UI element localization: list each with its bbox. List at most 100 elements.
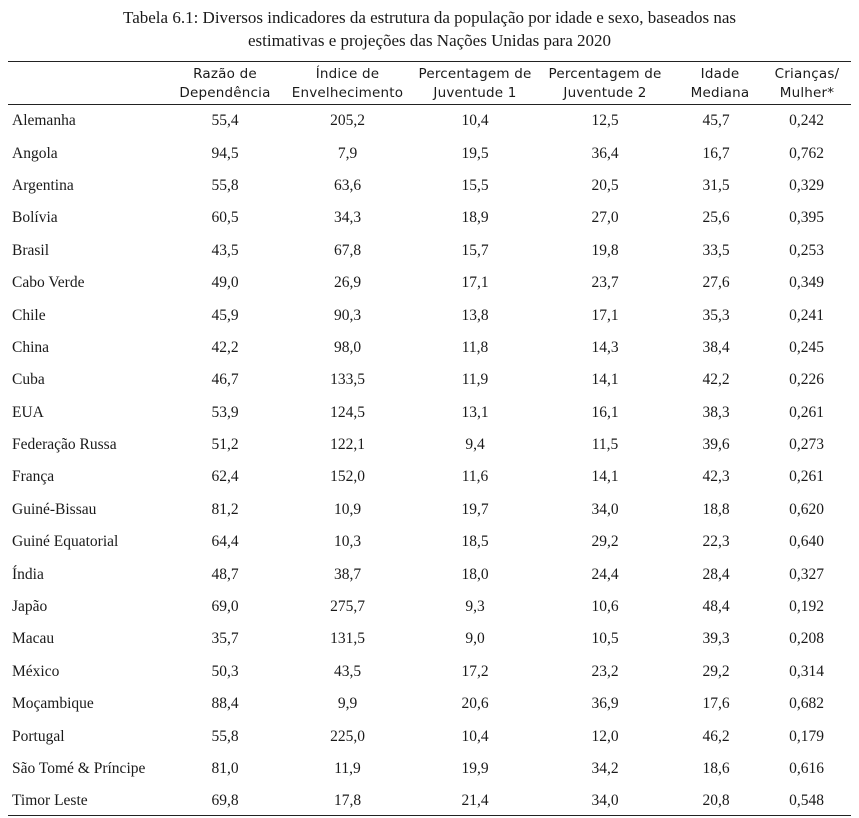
country-cell: Bolívia: [12, 209, 58, 227]
country-cell: Cabo Verde: [12, 274, 85, 292]
percentagem-juventude-2-cell: 12,0: [591, 727, 619, 745]
idade-mediana-cell: 22,3: [702, 533, 730, 551]
country-cell: Alemanha: [12, 112, 76, 130]
column-header-line-2: Envelhecimento: [291, 85, 404, 101]
table-row: Cabo Verde 49,0 26,9 17,1 23,7 27,6 0,349: [8, 267, 851, 299]
criancas-mulher-cell: 0,682: [789, 695, 824, 713]
razao-dependencia-cell: 55,4: [211, 112, 239, 130]
percentagem-juventude-2-cell: 12,5: [591, 112, 619, 130]
idade-mediana-cell: 39,3: [702, 630, 730, 648]
percentagem-juventude-2-cell: 10,5: [591, 630, 619, 648]
country-cell: China: [12, 338, 50, 356]
country-cell: Japão: [12, 598, 48, 616]
country-cell: Índia: [12, 565, 44, 583]
razao-dependencia-cell: 53,9: [211, 403, 239, 421]
criancas-mulher-cell: 0,548: [789, 792, 824, 810]
indice-envelhecimento-cell: 90,3: [333, 306, 362, 324]
table-row: França 62,4 152,0 11,6 14,1 42,3 0,261: [8, 461, 851, 493]
criancas-mulher-cell: 0,241: [789, 306, 824, 324]
percentagem-juventude-1-cell: 10,4: [461, 112, 489, 130]
razao-dependencia-cell: 42,2: [211, 338, 239, 356]
razao-dependencia-cell: 43,5: [211, 241, 239, 259]
razao-dependencia-cell: 50,3: [211, 662, 239, 680]
top-rule: [8, 61, 851, 62]
country-cell: Moçambique: [12, 695, 94, 713]
idade-mediana-cell: 31,5: [702, 176, 730, 194]
criancas-mulher-cell: 0,179: [789, 727, 824, 745]
razao-dependencia-cell: 88,4: [211, 695, 239, 713]
percentagem-juventude-1-cell: 17,1: [461, 274, 489, 292]
razao-dependencia-cell: 81,2: [211, 500, 239, 518]
country-cell: Cuba: [12, 371, 45, 389]
percentagem-juventude-1-cell: 18,9: [461, 209, 489, 227]
table-row: Angola 94,5 7,9 19,5 36,4 16,7 0,762: [8, 137, 851, 169]
column-header-percentagem-juventude-1: Percentagem de Juventude 1: [410, 65, 540, 103]
idade-mediana-cell: 28,4: [702, 565, 730, 583]
country-cell: Timor Leste: [12, 792, 88, 810]
idade-mediana-cell: 18,8: [702, 500, 730, 518]
razao-dependencia-cell: 55,8: [211, 176, 239, 194]
percentagem-juventude-1-cell: 15,7: [461, 241, 489, 259]
percentagem-juventude-2-cell: 10,6: [591, 598, 619, 616]
criancas-mulher-cell: 0,273: [789, 436, 824, 454]
percentagem-juventude-2-cell: 24,4: [591, 565, 619, 583]
percentagem-juventude-2-cell: 11,5: [591, 436, 619, 454]
percentagem-juventude-1-cell: 11,6: [461, 468, 489, 486]
table-row: China 42,2 98,0 11,8 14,3 38,4 0,245: [8, 332, 851, 364]
razao-dependencia-cell: 35,7: [211, 630, 239, 648]
percentagem-juventude-2-cell: 27,0: [591, 209, 619, 227]
column-header-line-2: Mulher*: [779, 85, 835, 101]
country-cell: São Tomé & Príncipe: [12, 760, 146, 777]
criancas-mulher-cell: 0,329: [789, 176, 824, 194]
razao-dependencia-cell: 69,8: [211, 792, 239, 810]
column-header-line-1: Percentagem de: [418, 66, 532, 82]
percentagem-juventude-2-cell: 23,7: [591, 274, 619, 292]
indice-envelhecimento-cell: 124,5: [330, 403, 365, 421]
percentagem-juventude-2-cell: 36,9: [591, 695, 619, 713]
indice-envelhecimento-cell: 63,6: [333, 176, 362, 194]
table-row: Argentina 55,8 63,6 15,5 20,5 31,5 0,329: [8, 170, 851, 202]
column-header-criancas-mulher: Crianças/ Mulher*: [762, 65, 852, 103]
table-row: São Tomé & Príncipe 81,0 11,9 19,9 34,2 18,6 0…: [8, 753, 851, 785]
column-header-line-1: Idade: [700, 66, 740, 82]
percentagem-juventude-1-cell: 19,7: [461, 500, 489, 518]
column-header-idade-mediana: Idade Mediana: [670, 65, 770, 103]
percentagem-juventude-1-cell: 19,9: [461, 760, 489, 777]
idade-mediana-cell: 20,8: [702, 792, 730, 810]
razao-dependencia-cell: 62,4: [211, 468, 239, 486]
idade-mediana-cell: 46,2: [702, 727, 730, 745]
percentagem-juventude-2-cell: 34,0: [591, 500, 619, 518]
percentagem-juventude-2-cell: 17,1: [591, 306, 619, 324]
criancas-mulher-cell: 0,314: [789, 662, 824, 680]
column-header-line-1: Índice de: [315, 66, 380, 82]
column-header-line-1: Razão de: [193, 66, 257, 82]
indice-envelhecimento-cell: 133,5: [330, 371, 365, 389]
criancas-mulher-cell: 0,261: [789, 468, 824, 486]
criancas-mulher-cell: 0,226: [789, 371, 824, 389]
column-header-line-1: Percentagem de: [548, 66, 662, 82]
razao-dependencia-cell: 45,9: [211, 306, 239, 324]
criancas-mulher-cell: 0,395: [789, 209, 824, 227]
criancas-mulher-cell: 0,245: [789, 338, 824, 356]
table-row: Federação Russa 51,2 122,1 9,4 11,5 39,6 0,273: [8, 429, 851, 461]
criancas-mulher-cell: 0,327: [789, 565, 824, 583]
criancas-mulher-cell: 0,640: [789, 533, 824, 551]
table-row: Moçambique 88,4 9,9 20,6 36,9 17,6 0,682: [8, 688, 851, 720]
country-cell: França: [12, 468, 55, 486]
razao-dependencia-cell: 60,5: [211, 209, 239, 227]
country-cell: EUA: [12, 403, 44, 421]
percentagem-juventude-1-cell: 9,0: [465, 630, 485, 648]
indice-envelhecimento-cell: 275,7: [330, 598, 365, 616]
percentagem-juventude-1-cell: 11,8: [461, 338, 489, 356]
table-row: México 50,3 43,5 17,2 23,2 29,2 0,314: [8, 656, 851, 688]
criancas-mulher-cell: 0,208: [789, 630, 824, 648]
column-header-indice-envelhecimento: Índice de Envelhecimento: [285, 65, 410, 103]
percentagem-juventude-2-cell: 14,1: [591, 371, 619, 389]
percentagem-juventude-1-cell: 18,0: [461, 565, 489, 583]
indice-envelhecimento-cell: 34,3: [333, 209, 362, 227]
table-row: Chile 45,9 90,3 13,8 17,1 35,3 0,241: [8, 299, 851, 331]
idade-mediana-cell: 25,6: [702, 209, 730, 227]
table-body: Alemanha 55,4 205,2 10,4 12,5 45,7 0,242 Angola…: [8, 105, 851, 818]
percentagem-juventude-2-cell: 23,2: [591, 662, 619, 680]
table-row: Portugal 55,8 225,0 10,4 12,0 46,2 0,179: [8, 720, 851, 752]
